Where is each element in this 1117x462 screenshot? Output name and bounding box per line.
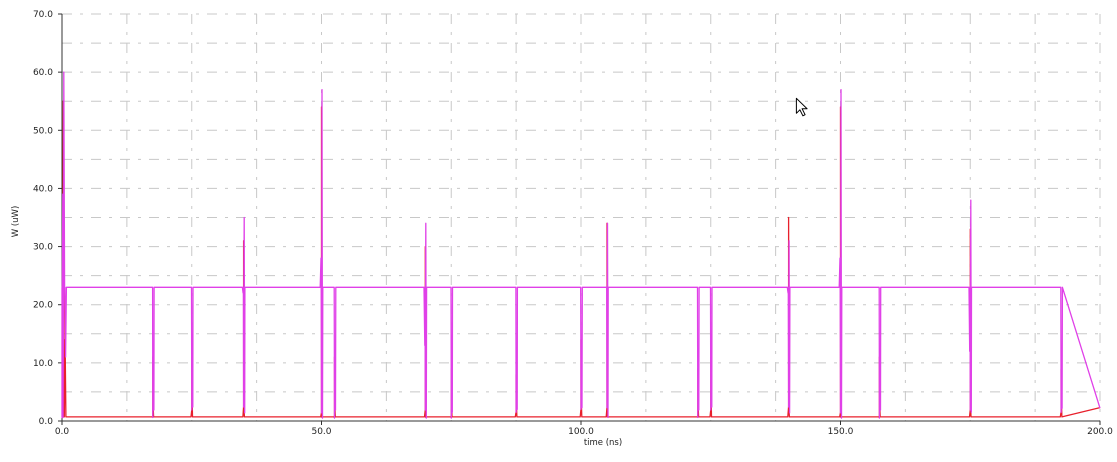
x-axis-label: time (ns) xyxy=(584,438,622,448)
x-tick-label: 50.0 xyxy=(311,427,331,437)
mouse-pointer-icon xyxy=(795,97,808,117)
y-tick-label: 50.0 xyxy=(33,126,53,136)
y-tick-label: 70.0 xyxy=(33,10,53,20)
x-tick-label: 100.0 xyxy=(568,427,594,437)
tick-labels: 0.0 10.0 20.0 30.0 40.0 50.0 60.0 70.0 0.0 50.0 10… xyxy=(33,10,1113,437)
x-tick-label: 0.0 xyxy=(55,427,70,437)
y-tick-label: 60.0 xyxy=(33,68,53,78)
x-tick-label: 150.0 xyxy=(828,427,854,437)
y-tick-label: 30.0 xyxy=(33,243,53,253)
series xyxy=(61,71,1101,419)
mouse-pointer-icon xyxy=(795,97,808,117)
y-tick-label: 10.0 xyxy=(33,359,53,369)
y-tick-label: 20.0 xyxy=(33,301,53,311)
y-tick-label: 40.0 xyxy=(33,184,53,194)
y-axis-label: W (uW) xyxy=(11,206,21,238)
series-line-2 xyxy=(61,71,1101,419)
y-tick-label: 0.0 xyxy=(39,417,54,427)
x-tick-label: 200.0 xyxy=(1087,427,1113,437)
